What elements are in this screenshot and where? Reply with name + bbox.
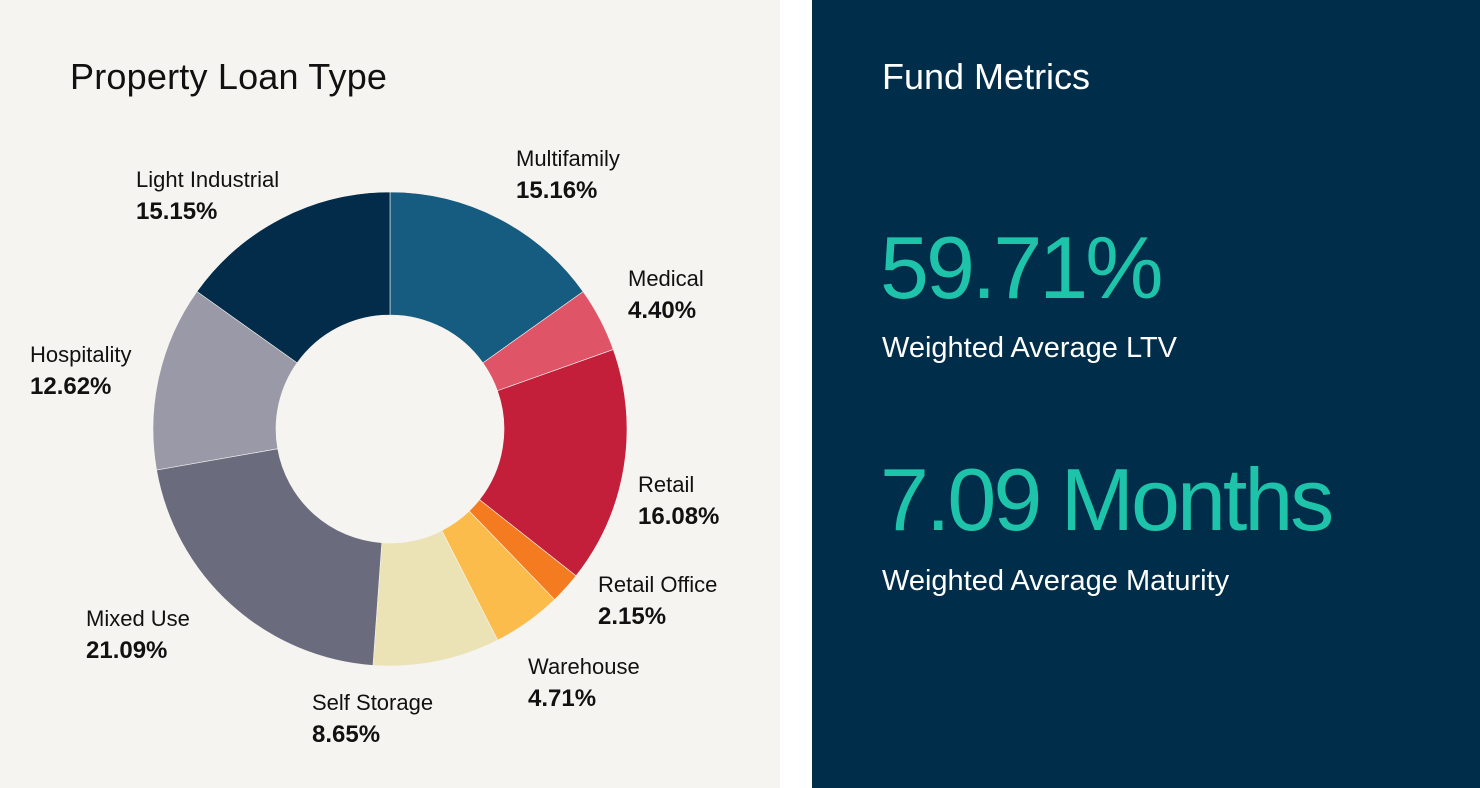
slice-label-self-storage: Self Storage 8.65% — [312, 692, 433, 747]
maturity-value: 7.09 Months — [880, 450, 1334, 549]
slice-value: 2.15% — [598, 603, 667, 630]
slice-name: Self Storage — [312, 690, 434, 715]
slice-name: Retail — [638, 472, 695, 497]
slice-value: 15.15% — [136, 198, 218, 225]
slice-name: Retail Office — [598, 572, 718, 597]
slice-name: Light Industrial — [136, 167, 280, 192]
slice-value: 4.71% — [528, 685, 597, 712]
donut-slice-light-industrial — [196, 191, 391, 364]
donut-slice-multifamily — [389, 191, 584, 364]
slice-label-retail-office: Retail Office 2.15% — [598, 574, 717, 629]
slice-name: Mixed Use — [86, 606, 190, 631]
property-loan-type-panel: Property Loan Type Multifamily 15.16% Me… — [0, 0, 780, 788]
slice-value: 8.65% — [312, 721, 381, 748]
slice-value: 16.08% — [638, 503, 720, 530]
slice-label-warehouse: Warehouse 4.71% — [528, 656, 640, 711]
slice-label-medical: Medical 4.40% — [628, 268, 704, 323]
ltv-label: Weighted Average LTV — [882, 332, 1178, 364]
slice-name: Medical — [628, 266, 704, 291]
slice-label-mixed-use: Mixed Use 21.09% — [86, 608, 190, 663]
slice-name: Multifamily — [516, 146, 620, 171]
slice-value: 15.16% — [516, 177, 598, 204]
donut-chart — [152, 191, 628, 667]
slice-value: 12.62% — [30, 373, 112, 400]
maturity-label: Weighted Average Maturity — [882, 565, 1230, 597]
slice-value: 21.09% — [86, 637, 168, 664]
slice-value: 4.40% — [628, 297, 697, 324]
slice-label-multifamily: Multifamily 15.16% — [516, 148, 620, 203]
slice-label-hospitality: Hospitality 12.62% — [30, 344, 131, 399]
slice-name: Hospitality — [30, 342, 132, 367]
donut-slice-mixed-use — [156, 448, 383, 666]
donut-slice-retail — [479, 349, 628, 577]
fund-metrics-panel: Fund Metrics 59.71% Weighted Average LTV… — [812, 0, 1480, 788]
ltv-value: 59.71% — [880, 218, 1163, 317]
chart-title: Property Loan Type — [70, 56, 388, 97]
fund-metrics-title: Fund Metrics — [882, 56, 1091, 97]
slice-label-light-industrial: Light Industrial 15.15% — [136, 169, 279, 224]
slice-name: Warehouse — [528, 654, 640, 679]
slice-label-retail: Retail 16.08% — [638, 474, 719, 529]
